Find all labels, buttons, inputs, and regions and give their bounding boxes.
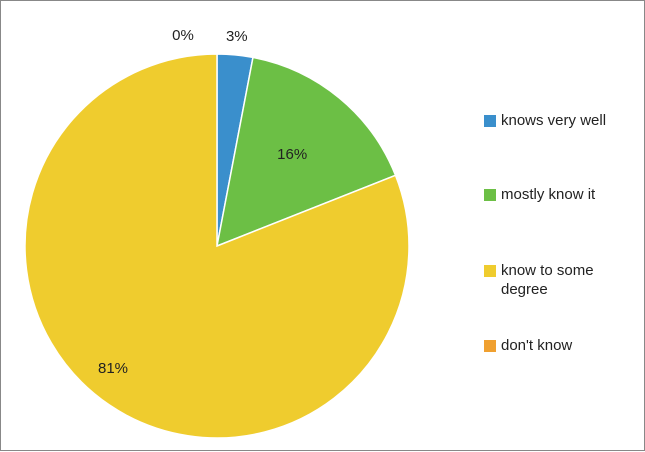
legend-swatch-mostly-know-it (484, 189, 496, 201)
legend-swatch-knows-very-well (484, 115, 496, 127)
legend-swatch-dont-know (484, 340, 496, 352)
pie-slice-know-to-some-degree (24, 53, 410, 439)
legend-swatch-know-to-some-degree (484, 265, 496, 277)
pie-data-label-know-to-some-degree: 81% (98, 360, 128, 377)
legend-item-know-to-some-degree: know to some degree (484, 261, 639, 299)
pie-slice-mostly-know-it (216, 56, 397, 248)
pie-data-label-mostly-know-it: 16% (277, 146, 307, 163)
legend-item-dont-know: don't know (484, 336, 639, 355)
legend-label: don't know (501, 337, 573, 354)
legend-label: knows very well (501, 112, 607, 129)
legend-label: mostly know it (501, 186, 596, 203)
legend-label: know to some degree (501, 262, 594, 298)
legend-item-knows-very-well: knows very well (484, 111, 639, 130)
pie-data-label-don-t-know: 0% (172, 27, 194, 44)
pie-data-label-knows-very-well: 3% (226, 28, 248, 45)
legend-item-mostly-know-it: mostly know it (484, 185, 639, 204)
